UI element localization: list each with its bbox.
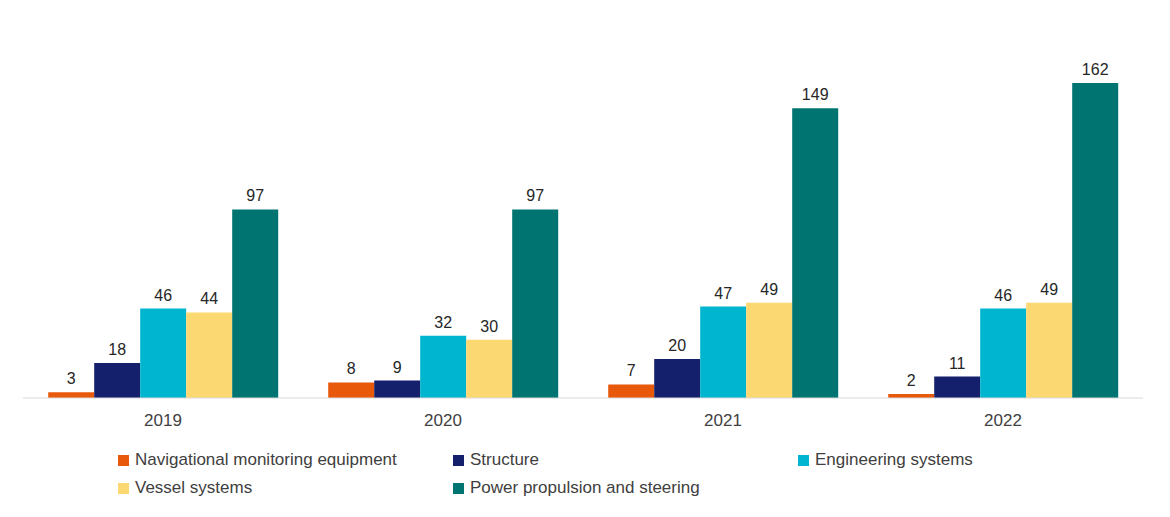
svg-text:30: 30: [480, 318, 498, 335]
svg-text:97: 97: [526, 187, 544, 204]
svg-text:20: 20: [668, 337, 686, 354]
svg-text:2020: 2020: [424, 411, 462, 430]
svg-text:49: 49: [760, 281, 778, 298]
svg-text:46: 46: [154, 287, 172, 304]
html-text:Vessel systems: Vessel systems: [135, 478, 253, 497]
svg-text:44: 44: [200, 290, 218, 307]
svg-text:47: 47: [714, 285, 732, 302]
html-text:Navigational monitoring equipm: Navigational monitoring equipment: [135, 450, 397, 469]
svg-text:2: 2: [907, 372, 916, 389]
svg-text:2021: 2021: [704, 411, 742, 430]
svg-text:7: 7: [627, 362, 636, 379]
svg-text:11: 11: [949, 355, 966, 372]
svg-text:2019: 2019: [144, 411, 182, 430]
svg-text:2022: 2022: [984, 411, 1022, 430]
svg-text:162: 162: [1082, 61, 1109, 78]
svg-text:149: 149: [802, 86, 829, 103]
svg-text:3: 3: [67, 370, 76, 387]
html-text:Engineering systems: Engineering systems: [815, 450, 973, 469]
svg-text:46: 46: [994, 287, 1012, 304]
svg-text:9: 9: [393, 359, 402, 376]
html-text:Power propulsion and steering: Power propulsion and steering: [470, 478, 700, 497]
svg-text:32: 32: [434, 314, 452, 331]
html-text:Structure: Structure: [470, 450, 539, 469]
svg-text:97: 97: [246, 187, 264, 204]
svg-text:49: 49: [1040, 281, 1058, 298]
svg-text:8: 8: [347, 360, 356, 377]
svg-text:18: 18: [108, 341, 126, 358]
